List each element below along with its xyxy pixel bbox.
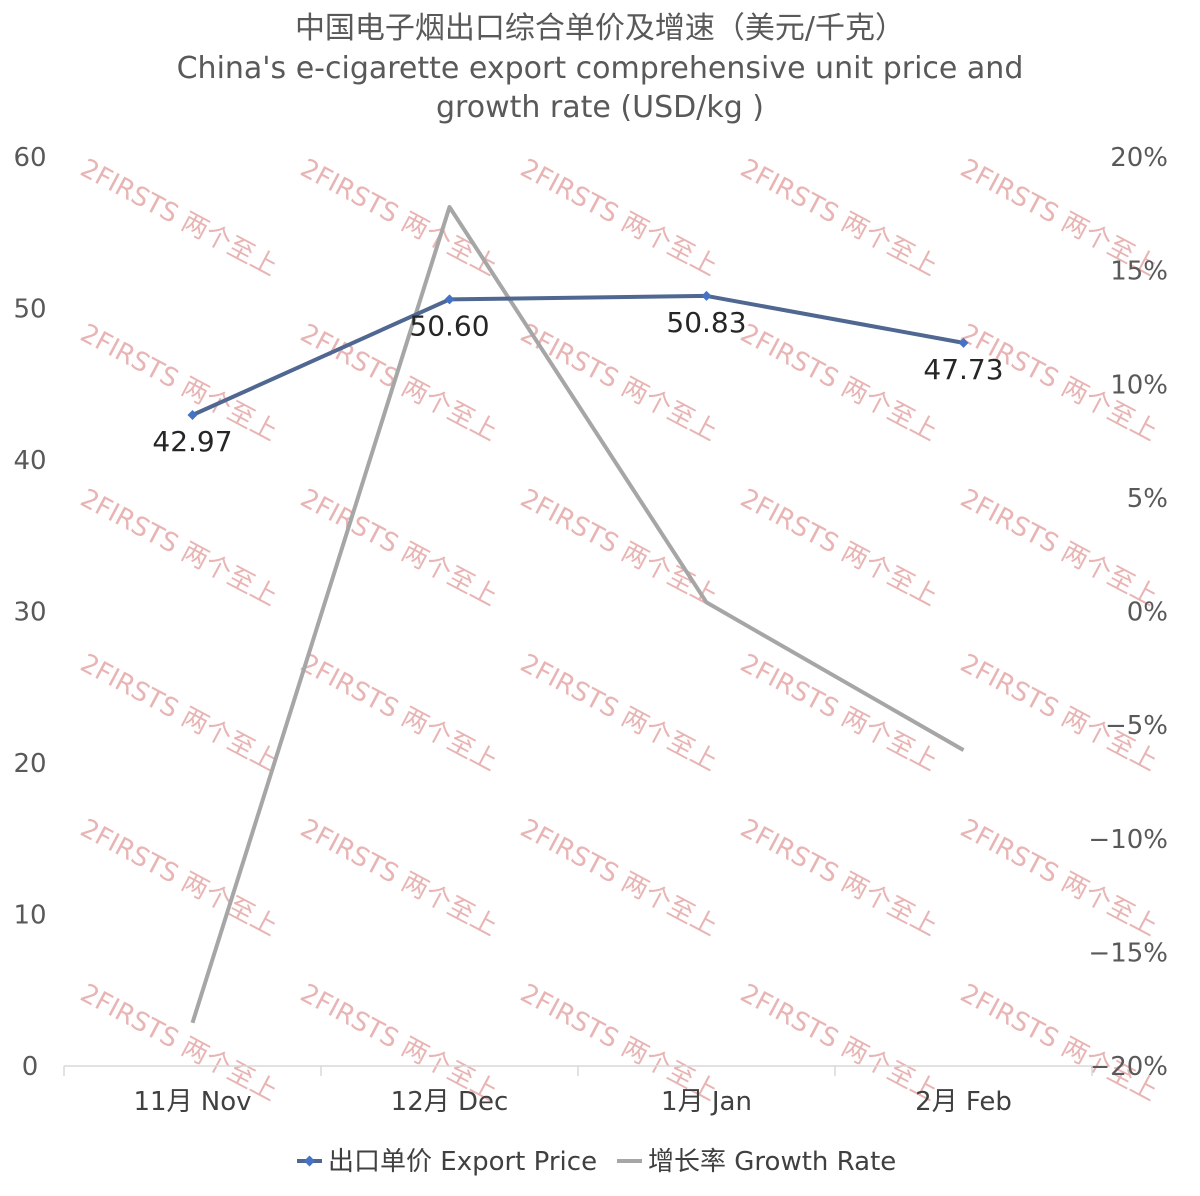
legend-growth-rate-label: 增长率 Growth Rate bbox=[648, 1147, 896, 1177]
x-axis-category-label: 1月 Jan bbox=[661, 1087, 752, 1117]
watermark-text: 2FIRSTS 两个至上 bbox=[735, 483, 942, 612]
watermark-text: 2FIRSTS 两个至上 bbox=[295, 648, 502, 777]
export-price-data-label: 42.97 bbox=[152, 425, 232, 458]
left-axis-tick-label: 20 bbox=[13, 749, 46, 779]
right-axis-tick-label: −15% bbox=[1088, 938, 1168, 968]
left-axis-tick-label: 30 bbox=[13, 598, 46, 628]
left-axis: 0 10 20 30 40 50 60 bbox=[13, 143, 46, 1082]
export-price-point bbox=[187, 410, 198, 421]
watermark-text: 2FIRSTS 两个至上 bbox=[515, 813, 722, 942]
left-axis-tick-label: 40 bbox=[13, 446, 46, 476]
watermark-text: 2FIRSTS 两个至上 bbox=[515, 483, 722, 612]
right-axis-tick-label: 20% bbox=[1110, 143, 1168, 173]
chart-title-en-line1: China's e-cigarette export comprehensive… bbox=[177, 51, 1024, 86]
right-axis-tick-label: −10% bbox=[1088, 825, 1168, 855]
watermark-text: 2FIRSTS 两个至上 bbox=[75, 648, 282, 777]
export-price-line bbox=[191, 293, 964, 417]
right-axis-tick-label: 5% bbox=[1127, 484, 1168, 514]
series-layer bbox=[187, 204, 969, 1024]
watermark-text: 2FIRSTS 两个至上 bbox=[295, 813, 502, 942]
right-axis-tick-label: 10% bbox=[1110, 370, 1168, 400]
export-price-point bbox=[958, 337, 969, 348]
right-axis-tick-label: −5% bbox=[1105, 711, 1168, 741]
watermark-text: 2FIRSTS 两个至上 bbox=[735, 318, 942, 447]
export-price-data-label: 50.83 bbox=[666, 306, 746, 339]
right-axis-tick-label: 15% bbox=[1110, 257, 1168, 287]
watermark-text: 2FIRSTS 两个至上 bbox=[515, 648, 722, 777]
export-price-data-label: 50.60 bbox=[409, 309, 489, 342]
watermark-text: 2FIRSTS 两个至上 bbox=[735, 978, 942, 1107]
left-axis-tick-label: 50 bbox=[13, 295, 46, 325]
left-axis-tick-label: 10 bbox=[13, 901, 46, 931]
growth-rate-line bbox=[190, 204, 965, 1024]
export-price-point bbox=[444, 294, 455, 305]
right-axis-tick-label: 0% bbox=[1127, 598, 1168, 628]
export-price-data-label: 47.73 bbox=[923, 353, 1003, 386]
legend-export-price-label: 出口单价 Export Price bbox=[328, 1147, 597, 1177]
watermark-text: 2FIRSTS 两个至上 bbox=[75, 483, 282, 612]
left-axis-tick-label: 0 bbox=[22, 1052, 39, 1082]
export-price-point bbox=[701, 290, 712, 301]
right-axis: −20% −15% −10% −5% 0% 5% 10% 15% 20% bbox=[1088, 143, 1168, 1082]
watermark-text: 2FIRSTS 两个至上 bbox=[515, 153, 722, 282]
watermark-text: 2FIRSTS 两个至上 bbox=[735, 648, 942, 777]
legend-export-price-marker bbox=[304, 1155, 315, 1167]
legend: 出口单价 Export Price 增长率 Growth Rate bbox=[297, 1147, 896, 1177]
right-axis-tick-label: −20% bbox=[1088, 1052, 1168, 1082]
x-axis-category-label: 2月 Feb bbox=[915, 1087, 1012, 1117]
watermark-text: 2FIRSTS 两个至上 bbox=[295, 153, 502, 282]
watermark-text: 2FIRSTS 两个至上 bbox=[75, 153, 282, 282]
data-labels: 42.97 50.60 50.83 47.73 bbox=[152, 306, 1003, 458]
chart-title-en-line2: growth rate (USD/kg ) bbox=[436, 90, 764, 125]
x-axis: 11月 Nov 12月 Dec 1月 Jan 2月 Feb bbox=[63, 1065, 1093, 1117]
x-axis-category-label: 12月 Dec bbox=[391, 1087, 509, 1117]
x-axis-category-label: 11月 Nov bbox=[133, 1087, 251, 1117]
watermark-text: 2FIRSTS 两个至上 bbox=[735, 813, 942, 942]
chart-title-cn: 中国电子烟出口综合单价及增速（美元/千克） bbox=[295, 11, 905, 46]
watermark-text: 2FIRSTS 两个至上 bbox=[735, 153, 942, 282]
left-axis-tick-label: 60 bbox=[13, 143, 46, 173]
